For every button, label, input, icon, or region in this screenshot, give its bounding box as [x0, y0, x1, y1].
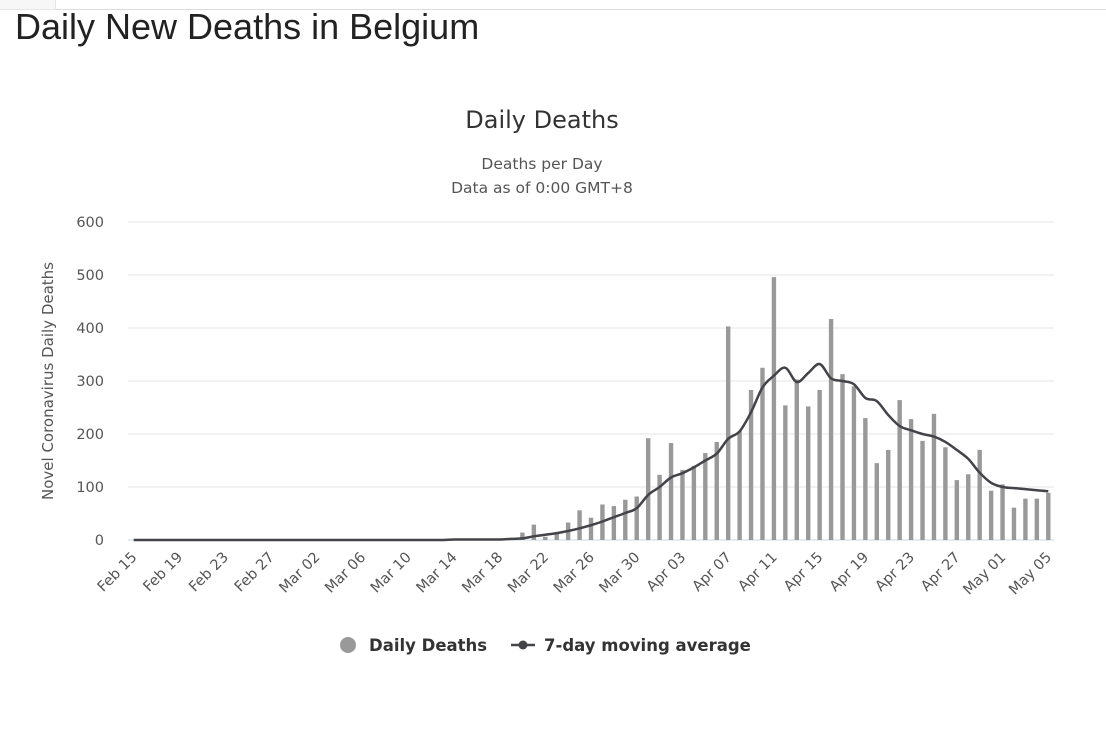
x-tick-apr-19: Apr 19: [827, 550, 872, 595]
y-tick-0: 0: [95, 533, 104, 549]
bar-mar-22[interactable]: [543, 536, 548, 540]
y-tick-200: 200: [76, 427, 104, 443]
top-divider: [0, 9, 1106, 10]
bar-apr-25[interactable]: [931, 413, 937, 540]
bar-mar-29[interactable]: [623, 499, 628, 540]
y-tick-600: 600: [76, 215, 104, 231]
y-tick-400: 400: [76, 321, 104, 337]
page-title: Daily New Deaths in Belgium: [15, 6, 480, 47]
x-tick-feb-15: Feb 15: [95, 550, 141, 596]
bar-mar-28[interactable]: [611, 506, 617, 540]
x-tick-mar-10: Mar 10: [368, 550, 415, 597]
x-tick-feb-23: Feb 23: [186, 550, 232, 596]
x-tick-apr-23: Apr 23: [873, 550, 918, 595]
bar-apr-06[interactable]: [714, 441, 719, 540]
bar-mar-23[interactable]: [554, 533, 559, 540]
bar-apr-21[interactable]: [886, 449, 891, 540]
bar-apr-07[interactable]: [725, 326, 731, 540]
x-tick-apr-15: Apr 15: [781, 549, 826, 594]
x-tick-apr-07: Apr 07: [690, 550, 735, 595]
bar-apr-04[interactable]: [691, 465, 697, 540]
bar-may-04[interactable]: [1034, 498, 1040, 540]
bar-apr-02[interactable]: [668, 443, 674, 540]
bar-mar-25[interactable]: [577, 510, 582, 540]
x-tick-mar-18: Mar 18: [459, 549, 506, 596]
bar-may-01[interactable]: [1000, 484, 1005, 540]
chart-subtitle-line-1: Deaths per Day: [481, 155, 602, 173]
bar-apr-13[interactable]: [794, 379, 799, 540]
x-tick-mar-26: Mar 26: [551, 550, 598, 597]
x-tick-mar-14: Mar 14: [414, 550, 461, 597]
bar-apr-08[interactable]: [737, 431, 742, 540]
legend-daily-deaths-label[interactable]: Daily Deaths: [369, 636, 487, 655]
bar-may-05[interactable]: [1046, 492, 1051, 540]
bar-may-03[interactable]: [1023, 498, 1028, 540]
y-tick-500: 500: [76, 268, 104, 284]
bar-apr-29[interactable]: [977, 449, 982, 540]
moving-average-line[interactable]: [133, 362, 1049, 542]
y-tick-100: 100: [76, 480, 104, 496]
bar-mar-20[interactable]: [520, 532, 525, 540]
bar-mar-30[interactable]: [634, 496, 639, 540]
y-tick-300: 300: [76, 374, 104, 390]
bar-apr-28[interactable]: [966, 474, 971, 540]
x-tick-mar-30: Mar 30: [597, 549, 644, 596]
x-tick-may-01: May 01: [961, 550, 1010, 599]
legend-daily-deaths-marker[interactable]: [340, 637, 356, 653]
bar-apr-22[interactable]: [897, 400, 902, 540]
bar-apr-27[interactable]: [954, 480, 960, 540]
bar-apr-24[interactable]: [920, 440, 925, 540]
legend-moving-average-label[interactable]: 7-day moving average: [544, 636, 751, 655]
top-tab-edge: [0, 0, 56, 10]
x-tick-may-05: May 05: [1006, 550, 1055, 599]
bar-apr-17[interactable]: [840, 374, 845, 540]
bar-apr-20[interactable]: [874, 463, 880, 540]
bar-mar-21[interactable]: [531, 524, 537, 540]
bar-apr-09[interactable]: [748, 390, 754, 540]
x-tick-mar-06: Mar 06: [322, 550, 369, 597]
bar-mar-26[interactable]: [588, 517, 594, 540]
x-tick-mar-02: Mar 02: [276, 549, 323, 596]
x-tick-apr-11: Apr 11: [735, 550, 780, 595]
x-tick-feb-27: Feb 27: [232, 550, 278, 596]
bar-apr-16[interactable]: [828, 318, 834, 540]
bar-apr-15[interactable]: [817, 390, 822, 540]
chart-title: Daily Deaths: [465, 106, 618, 134]
bar-apr-30[interactable]: [988, 490, 994, 540]
x-tick-feb-19: Feb 19: [140, 549, 186, 595]
bar-apr-01[interactable]: [657, 474, 662, 540]
bar-mar-31[interactable]: [645, 438, 651, 540]
legend-moving-average-marker[interactable]: [518, 640, 528, 650]
y-axis-label: Novel Coronavirus Daily Deaths: [39, 262, 57, 500]
bar-apr-18[interactable]: [851, 386, 857, 540]
chart-subtitle-line-2: Data as of 0:00 GMT+8: [451, 179, 633, 197]
x-tick-apr-03: Apr 03: [644, 550, 689, 595]
bar-apr-12[interactable]: [783, 405, 788, 540]
bar-apr-19[interactable]: [863, 418, 868, 540]
bar-apr-26[interactable]: [943, 447, 948, 540]
bar-apr-14[interactable]: [806, 406, 811, 540]
bar-apr-05[interactable]: [703, 453, 708, 540]
bar-may-02[interactable]: [1011, 507, 1017, 540]
x-tick-apr-27: Apr 27: [918, 549, 963, 594]
bar-apr-23[interactable]: [908, 419, 914, 540]
bar-apr-10[interactable]: [760, 367, 765, 540]
x-tick-mar-22: Mar 22: [505, 550, 552, 597]
bar-apr-11[interactable]: [771, 277, 777, 540]
bar-apr-03[interactable]: [680, 470, 685, 540]
